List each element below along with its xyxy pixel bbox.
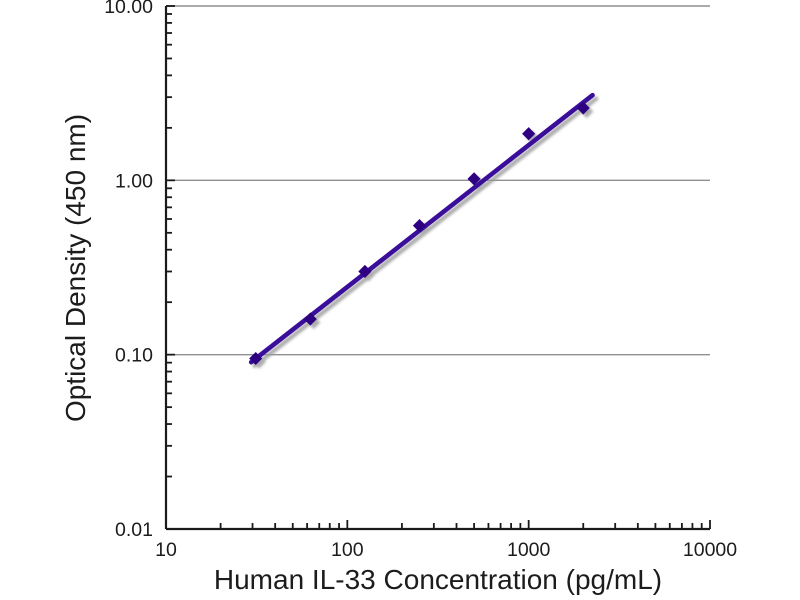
- data-point: [576, 101, 590, 115]
- y-tick-label: 0.10: [115, 345, 153, 367]
- axis-ticks: [165, 5, 711, 530]
- data-point: [412, 218, 427, 233]
- x-axis-title: Human IL-33 Concentration (pg/mL): [213, 564, 663, 595]
- x-tick-label: 1000: [507, 539, 551, 561]
- y-axis-title: Optical Density (450 nm): [60, 113, 91, 423]
- y-tick-label: 10.00: [104, 0, 153, 18]
- y-tick-label: 0.01: [115, 519, 153, 541]
- y-gridlines: [166, 5, 710, 356]
- data-point: [467, 172, 481, 186]
- tick-labels: 10 100 1000 10000 10.00 1.00 0.10 0.01: [104, 0, 737, 561]
- data-point: [249, 351, 263, 366]
- x-tick-label: 10000: [683, 539, 737, 561]
- y-tick-label: 1.00: [115, 170, 153, 192]
- data-series: [248, 92, 595, 366]
- data-point: [358, 264, 372, 279]
- axes: [164, 6, 710, 531]
- data-point: [303, 312, 317, 326]
- x-tick-label: 100: [331, 539, 364, 561]
- x-tick-label: 10: [155, 539, 177, 561]
- data-point: [522, 127, 536, 141]
